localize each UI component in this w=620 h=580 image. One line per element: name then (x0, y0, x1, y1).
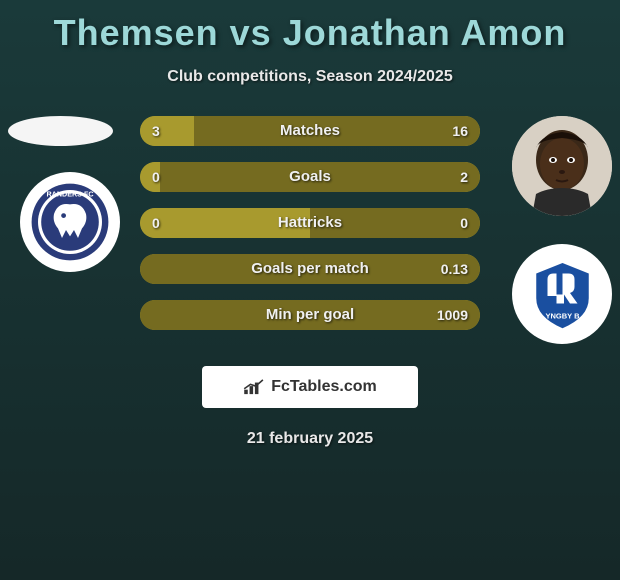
randers-badge-icon: RANDERS FC (30, 182, 110, 262)
comparison-content: RANDERS FC YNGBY B Matches316Goals02Hatt… (0, 116, 620, 356)
stat-row: Goals0 2 (140, 162, 480, 192)
brand-badge: FcTables.com (202, 366, 418, 408)
stat-value-left: 0 (152, 208, 160, 238)
stat-value-right: 16 (452, 116, 468, 146)
player2-club-badge: YNGBY B (512, 244, 612, 344)
svg-text:RANDERS FC: RANDERS FC (46, 189, 93, 198)
stat-value-right: 2 (460, 162, 468, 192)
stat-value-left: 3 (152, 116, 160, 146)
stat-label: Matches (140, 116, 480, 146)
stats-bars: Matches316Goals02Hattricks00Goals per ma… (140, 116, 480, 346)
page-title: Themsen vs Jonathan Amon (0, 0, 620, 54)
stat-value-right: 1009 (437, 300, 468, 330)
player1-avatar (8, 116, 113, 146)
brand-text: FcTables.com (271, 378, 377, 396)
stat-row: Min per goal1009 (140, 300, 480, 330)
stat-label: Goals (140, 162, 480, 192)
lyngby-badge-icon: YNGBY B (525, 257, 600, 332)
date-text: 21 february 2025 (0, 430, 620, 448)
subtitle: Club competitions, Season 2024/2025 (0, 68, 620, 86)
player2-avatar (512, 116, 612, 216)
chart-icon (243, 379, 265, 395)
player2-face-icon (512, 116, 612, 216)
stat-value-left: 0 (152, 162, 160, 192)
svg-text:YNGBY B: YNGBY B (545, 311, 580, 320)
stat-value-right: 0.13 (441, 254, 468, 284)
stat-row: Goals per match0.13 (140, 254, 480, 284)
stat-row: Matches3 16 (140, 116, 480, 146)
stat-label: Goals per match (140, 254, 480, 284)
stat-value-right: 0 (460, 208, 468, 238)
player1-club-badge: RANDERS FC (20, 172, 120, 272)
stat-row: Hattricks0 0 (140, 208, 480, 238)
stat-label: Hattricks (140, 208, 480, 238)
stat-label: Min per goal (140, 300, 480, 330)
